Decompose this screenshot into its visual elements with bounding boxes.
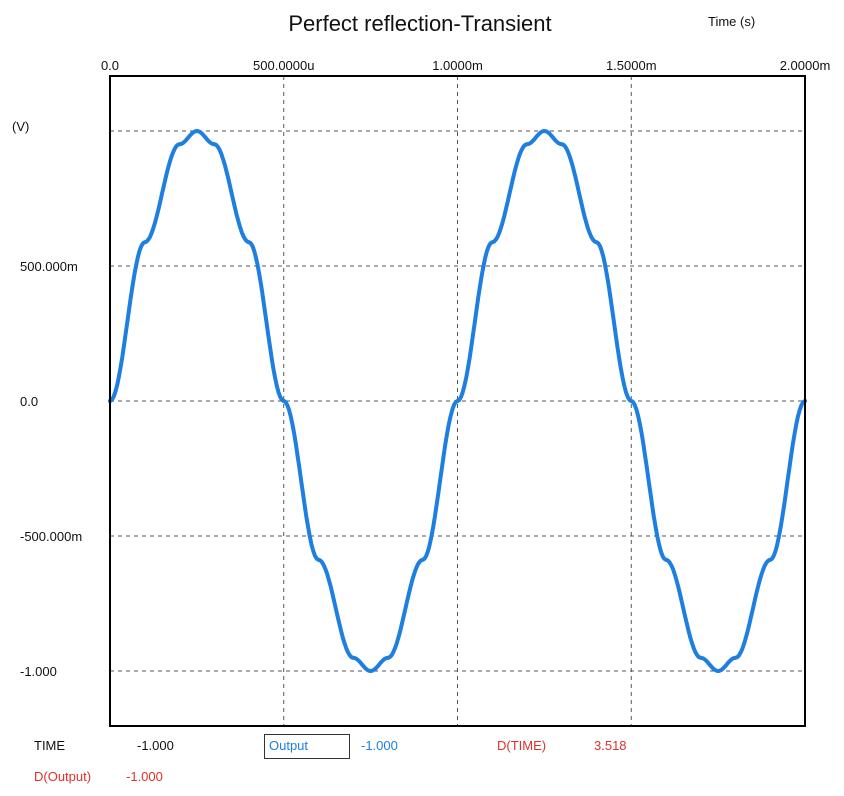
data-point-6 [281,399,286,403]
plot-frame [109,75,806,727]
x-tick-label-2: 1.0000m [432,58,483,73]
data-point-1 [142,240,147,245]
data-point-2 [177,142,182,147]
data-point-5 [247,240,251,245]
data-point-18 [629,399,634,403]
dtime-readout-value: 3.518 [594,738,627,753]
chart-title: Perfect reflection-Transient [288,11,551,36]
data-point-16 [559,142,564,147]
data-point-14 [525,142,529,147]
doutput-readout-label: D(Output) [34,769,92,784]
data-point-10 [386,655,390,660]
data-point-4 [212,142,217,147]
output-readout-value: -1.000 [361,738,398,753]
y-tick-label-1: 500.000m [20,259,78,274]
data-point-22 [733,655,738,660]
data-point-23 [768,557,773,562]
tick-labels: 0.0 500.0000u 1.0000m 1.5000m 2.0000m 500.000… [20,58,830,679]
x-axis-label: Time (s) [708,14,755,29]
time-readout-value: -1.000 [137,738,174,753]
x-tick-label-0: 0.0 [101,58,119,73]
doutput-readout-value: -1.000 [126,769,163,784]
data-point-20 [698,655,703,660]
data-point-19 [664,557,668,562]
time-readout-label: TIME [34,738,66,753]
x-tick-label-3: 1.5000m [606,58,657,73]
x-tick-label-4: 2.0000m [780,58,831,73]
dtime-readout-label: D(TIME) [497,738,547,753]
legend-output-label: Output [269,738,309,753]
data-point-9 [368,669,373,673]
data-point-13 [490,240,495,245]
legend-output-series[interactable]: Output [264,734,350,759]
y-axis-label: (V) [12,119,29,134]
data-point-7 [316,557,321,562]
series-layer [108,129,807,673]
y-tick-label-4: -1.000 [20,664,57,679]
data-point-8 [351,655,356,660]
data-point-3 [194,129,199,133]
y-tick-label-3: -500.000m [20,529,82,544]
y-tick-label-2: 0.0 [20,394,38,409]
data-point-17 [594,240,599,245]
x-tick-label-1: 500.0000u [253,58,314,73]
data-point-11 [420,557,425,562]
data-point-15 [542,129,547,133]
data-point-21 [716,669,721,673]
data-point-12 [455,399,460,403]
